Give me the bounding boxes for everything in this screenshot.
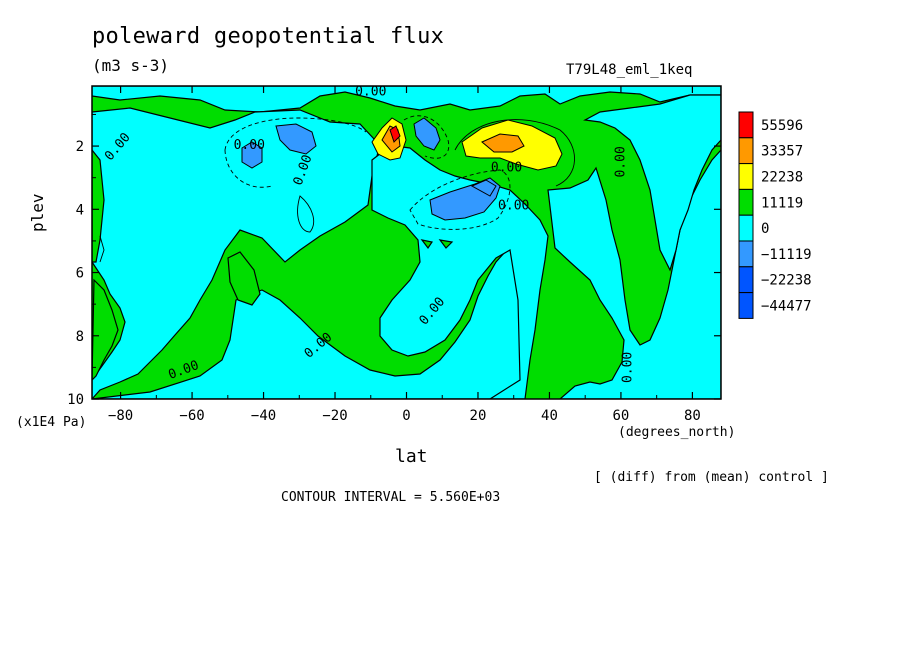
y-tick-label: 2	[76, 139, 84, 155]
legend-label: −44477	[761, 299, 812, 315]
contour-label: 0.00	[491, 160, 522, 175]
legend-label: −22238	[761, 273, 812, 289]
blue-core-eq1	[413, 117, 441, 151]
solid-contour-2	[297, 195, 314, 233]
x-tick-label: 80	[684, 408, 701, 424]
blue-core-sw	[241, 141, 263, 169]
chart-units: (m3 s-3)	[92, 56, 170, 75]
legend-swatch	[738, 266, 754, 294]
positive-flux-patches	[92, 149, 454, 381]
legend-swatch	[738, 240, 754, 268]
dashed-contours	[224, 115, 511, 230]
x-axis-label: lat	[395, 446, 428, 467]
x-tick-label: 0	[402, 408, 410, 424]
legend-swatch	[738, 188, 754, 216]
green-patch-wedge	[92, 278, 119, 381]
contour-label: 0.00	[355, 84, 386, 99]
dashed-contour-4	[403, 115, 450, 159]
red-core-equator	[389, 125, 401, 143]
y-tick-label: 4	[76, 202, 84, 218]
legend-swatch	[738, 163, 754, 190]
contour-label: 0.00	[621, 352, 636, 383]
negative-flux-regions	[92, 86, 721, 399]
legend-label: 0	[761, 221, 769, 237]
green-patch-equator-tongue-2	[438, 239, 454, 249]
cyan-region-north-gap	[583, 94, 721, 272]
y-tick-label: 10	[67, 392, 84, 408]
contour-label: 0.00	[498, 198, 529, 213]
strong-negative-cores	[241, 117, 501, 221]
chart-title: poleward geopotential flux	[92, 24, 445, 49]
x-tick-label: −80	[108, 408, 133, 424]
cyan-region-equatorial	[371, 145, 549, 399]
x-axis: −80 −60 −40 −20 0 20 40 60 80	[108, 86, 701, 424]
orange-core-north	[481, 133, 525, 153]
y-axis-label: plev	[28, 193, 47, 232]
legend-swatch	[738, 111, 754, 139]
contour-interval: CONTOUR INTERVAL = 5.560E+03	[281, 490, 501, 505]
legend-label: 22238	[761, 170, 803, 186]
x-tick-label: 20	[470, 408, 487, 424]
color-legend: 55596 33357 22238 11119 0 −11119 −22238 −44477	[738, 111, 812, 319]
x-tick-label: 40	[541, 408, 558, 424]
x-tick-label: −20	[322, 408, 347, 424]
dashed-contour-1	[224, 117, 367, 151]
cyan-region-top-strip	[92, 86, 721, 113]
legend-label: 55596	[761, 118, 803, 134]
y-tick-label: 8	[76, 329, 84, 345]
x-axis-unit: (degrees_north)	[618, 425, 736, 440]
legend-label: 33357	[761, 144, 803, 160]
x-tick-label: −40	[251, 408, 276, 424]
contour-plot-area	[92, 86, 721, 399]
contour-label: 0.00	[614, 146, 629, 177]
contour-label: 0.00	[234, 138, 265, 153]
x-tick-label: 60	[613, 408, 630, 424]
legend-label: 11119	[761, 195, 803, 211]
y-axis-unit: (x1E4 Pa)	[16, 415, 87, 430]
blue-core-s1	[275, 123, 317, 155]
diff-note: [ (diff) from (mean) control ]	[594, 470, 829, 485]
x-tick-label: −60	[179, 408, 204, 424]
green-patch-south-mid	[227, 251, 261, 306]
dashed-contour-3	[409, 169, 511, 230]
legend-label: −11119	[761, 247, 812, 263]
y-axis: 2 4 6 8 10	[67, 113, 721, 408]
y-tick-label: 6	[76, 266, 84, 282]
legend-swatch	[738, 137, 754, 165]
green-patch-equator-tongue	[420, 239, 433, 250]
solid-contour-1	[454, 119, 575, 187]
cyan-region-southern	[92, 107, 379, 399]
solid-contours	[99, 119, 575, 263]
cyan-region-northern	[547, 149, 721, 399]
solid-contour-3	[99, 235, 105, 263]
legend-swatch	[738, 214, 754, 242]
experiment-name: T79L48_eml_1keq	[566, 62, 693, 78]
legend-swatch	[738, 292, 754, 319]
blue-core-n2	[470, 179, 497, 197]
